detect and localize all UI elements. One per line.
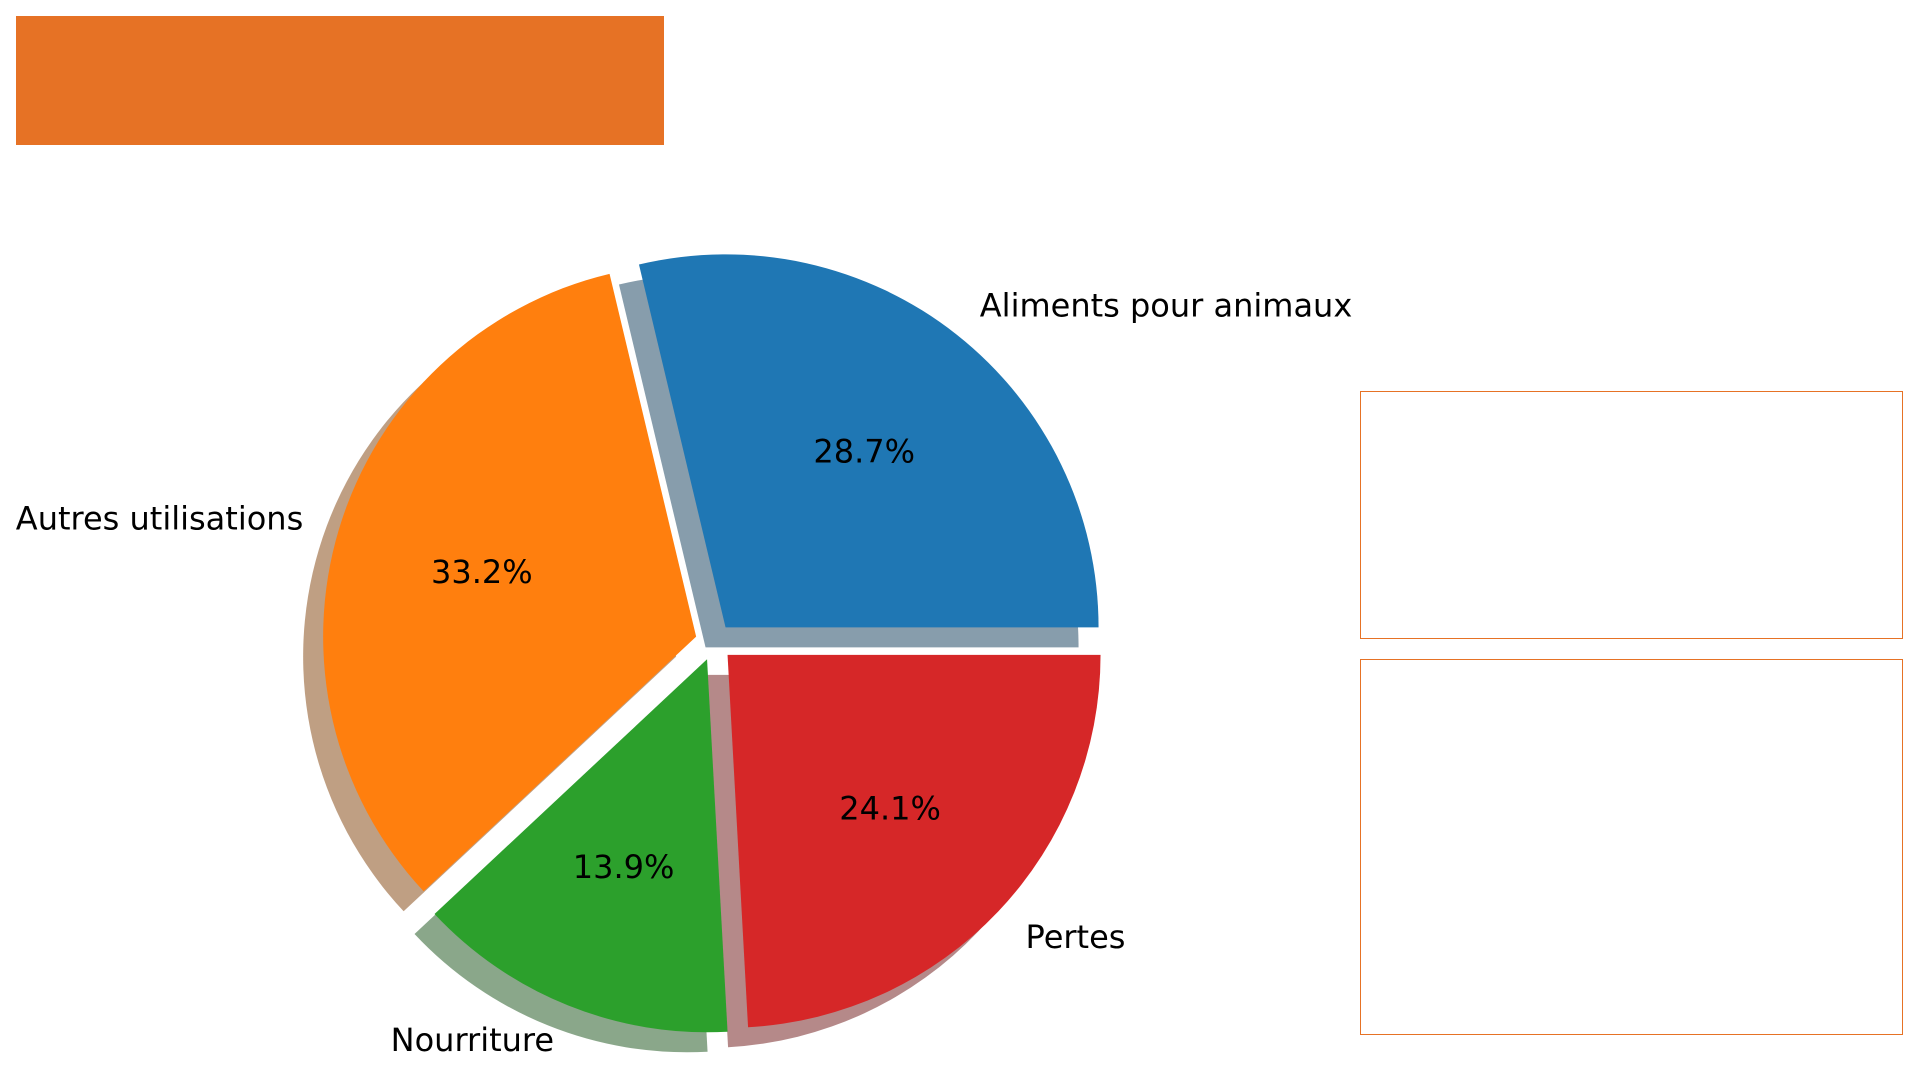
pie-pct-label-aliments-pour-animaux: 28.7% bbox=[813, 433, 915, 471]
pie-slice-nourriture bbox=[434, 659, 728, 1033]
pie-pct-label-pertes: 24.1% bbox=[839, 790, 941, 828]
title-banner bbox=[16, 16, 664, 145]
pie-label-aliments-pour-animaux: Aliments pour animaux bbox=[980, 286, 1352, 324]
pie-label-nourriture: Nourriture bbox=[391, 1021, 554, 1059]
pie-labels: 28.7% Aliments pour animaux 33.2% Autres ut… bbox=[16, 286, 1352, 1059]
pie-slice-aliments-pour-animaux bbox=[638, 254, 1099, 628]
pie-label-pertes: Pertes bbox=[1026, 918, 1126, 956]
pie-pct-label-autres-utilisations: 33.2% bbox=[431, 553, 533, 591]
side-panel-top bbox=[1360, 391, 1903, 639]
pie-slices bbox=[323, 254, 1101, 1033]
pie-label-autres-utilisations: Autres utilisations bbox=[16, 499, 303, 537]
pie-pct-label-nourriture: 13.9% bbox=[573, 848, 675, 886]
pie-slice-pertes bbox=[727, 654, 1101, 1028]
side-panel-bottom bbox=[1360, 659, 1903, 1035]
pie-slice-autres-utilisations bbox=[323, 273, 697, 892]
